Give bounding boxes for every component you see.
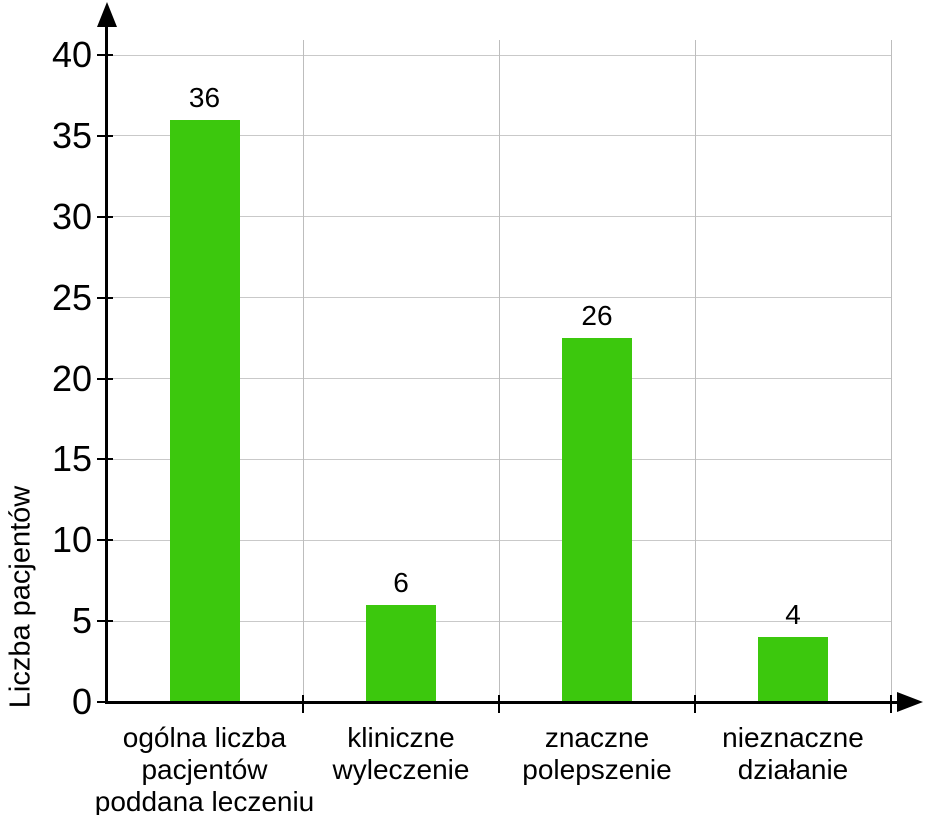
y-tick-label: 25	[51, 276, 92, 318]
y-axis-tick	[97, 215, 113, 218]
y-axis	[105, 20, 108, 704]
bar-value-label: 6	[393, 566, 409, 598]
bar-value-label: 36	[188, 81, 221, 113]
category-label: kliniczne wyleczenie	[332, 722, 470, 785]
y-axis-title: Liczba pacjentów	[4, 485, 37, 709]
y-tick-label: 30	[51, 195, 92, 237]
bar	[366, 604, 436, 702]
y-tick-label: 15	[51, 438, 92, 480]
y-tick-label: 20	[51, 357, 92, 399]
x-gridline	[498, 40, 500, 702]
x-gridline	[694, 40, 696, 702]
y-axis-arrow-icon	[97, 2, 117, 27]
y-tick-label: 40	[51, 34, 92, 75]
x-gridline	[302, 40, 304, 702]
y-axis-tick	[97, 377, 113, 380]
x-axis-arrow-icon	[897, 692, 923, 712]
x-axis-tick	[694, 695, 696, 713]
x-axis-tick	[302, 695, 304, 713]
y-tick-label: 10	[51, 519, 92, 561]
y-axis-tick	[97, 701, 113, 703]
bar	[562, 338, 632, 702]
x-gridline	[890, 40, 892, 702]
bar	[758, 637, 828, 702]
y-axis-tick	[97, 134, 113, 137]
y-tick-label: 0	[71, 681, 92, 722]
y-axis-tick	[97, 458, 113, 461]
y-axis-tick	[97, 620, 113, 623]
y-tick-label: 35	[51, 114, 92, 156]
y-tick-label: 5	[71, 600, 92, 642]
y-axis-tick	[97, 54, 113, 56]
y-axis-tick	[97, 539, 113, 542]
y-axis-tick	[97, 296, 113, 299]
category-label: nieznaczne działanie	[722, 722, 864, 785]
category-label: ogólna liczba pacjentów poddana leczeniu	[94, 722, 315, 815]
bar	[169, 119, 240, 702]
category-label: znaczne polepszenie	[522, 722, 672, 785]
bar-value-label: 26	[581, 300, 613, 332]
x-axis-tick	[498, 695, 500, 713]
bar-value-label: 4	[785, 599, 801, 631]
x-axis-tick	[890, 695, 892, 713]
x-axis	[105, 701, 900, 704]
